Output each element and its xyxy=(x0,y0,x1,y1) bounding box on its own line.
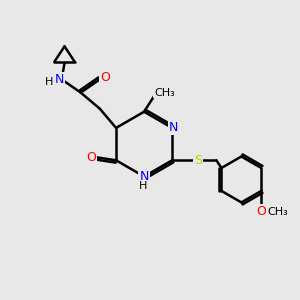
Text: N: N xyxy=(55,73,64,86)
Text: O: O xyxy=(86,151,96,164)
Text: CH₃: CH₃ xyxy=(267,206,288,217)
Text: O: O xyxy=(100,71,110,84)
Text: S: S xyxy=(194,154,202,167)
Text: N: N xyxy=(169,122,178,134)
Text: N: N xyxy=(140,170,149,183)
Text: O: O xyxy=(256,205,266,218)
Text: H: H xyxy=(45,77,53,87)
Text: H: H xyxy=(139,181,147,191)
Text: CH₃: CH₃ xyxy=(154,88,175,98)
